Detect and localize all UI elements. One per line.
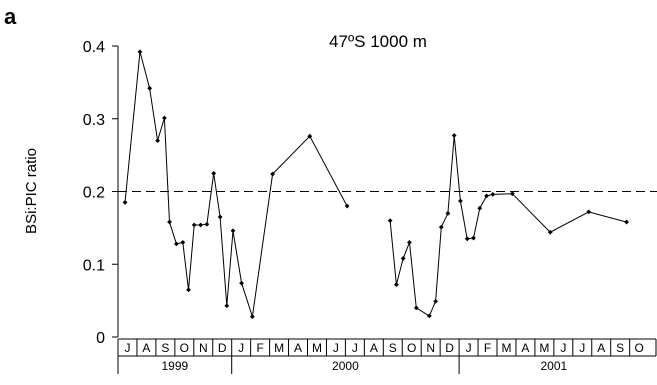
data-point (484, 193, 489, 199)
x-tick-label: A (294, 341, 302, 355)
data-point (490, 192, 496, 197)
y-tick-label: 0.4 (83, 39, 105, 56)
data-point (167, 219, 172, 225)
x-tick-label: J (333, 341, 339, 355)
x-tick-label: M (539, 341, 549, 355)
data-point (147, 85, 153, 91)
series-line (124, 51, 348, 317)
data-point (438, 224, 444, 230)
x-tick-label: S (161, 341, 169, 355)
data-point (464, 236, 470, 242)
x-tick-label: A (142, 341, 150, 355)
year-label: 1999 (161, 359, 188, 373)
data-point (477, 205, 483, 211)
x-tick-label: M (274, 341, 284, 355)
data-point (270, 171, 276, 177)
data-point (400, 256, 406, 261)
data-point (344, 203, 350, 209)
x-tick-label: O (180, 341, 189, 355)
x-tick-label: O (634, 341, 643, 355)
x-tick-label: O (407, 341, 416, 355)
x-tick-label: F (256, 341, 263, 355)
chart-title: 47ºS 1000 m (329, 32, 427, 51)
x-tick-label: N (199, 341, 208, 355)
year-label: 2001 (540, 359, 567, 373)
data-point (137, 49, 143, 55)
data-point (307, 133, 313, 139)
x-tick-label: F (484, 341, 491, 355)
data-point (393, 282, 399, 288)
x-tick-label: J (466, 341, 472, 355)
y-tick-label: 0.2 (83, 185, 105, 202)
y-tick-label: 0.3 (83, 112, 105, 129)
data-point (211, 170, 217, 176)
year-label: 2000 (332, 359, 359, 373)
series-line (389, 135, 627, 317)
x-tick-label: N (426, 341, 435, 355)
data-point (162, 115, 167, 121)
panel-label: a (4, 4, 17, 29)
x-tick-label: A (521, 341, 529, 355)
data-point (217, 214, 223, 220)
x-tick-label: J (352, 341, 358, 355)
data-point (407, 240, 412, 245)
data-point (624, 219, 630, 225)
data-point (186, 287, 191, 293)
data-point (239, 280, 244, 286)
data-point (451, 133, 457, 138)
data-point (249, 314, 255, 320)
x-tick-label: D (445, 341, 454, 355)
data-point (180, 240, 186, 245)
data-point (445, 210, 451, 216)
x-tick-label: J (124, 341, 130, 355)
data-point (413, 305, 419, 311)
x-tick-label: S (389, 341, 397, 355)
data-point (155, 138, 161, 143)
x-tick-label: S (616, 341, 624, 355)
x-tick-label: J (579, 341, 585, 355)
data-point (433, 298, 439, 304)
x-tick-label: J (560, 341, 566, 355)
data-point (586, 209, 592, 215)
axes: 0 0.1 0.2 0.3 0.4 (83, 39, 119, 347)
series-group (122, 49, 630, 320)
y-tick-label: 0 (96, 330, 105, 347)
x-tick-label: A (370, 341, 378, 355)
data-point (458, 198, 463, 204)
data-point (191, 222, 197, 228)
data-point (509, 191, 515, 197)
data-point (122, 200, 128, 205)
data-point (471, 235, 476, 241)
data-point (173, 241, 179, 247)
y-tick-label: 0.1 (83, 257, 105, 274)
data-point (230, 228, 236, 234)
data-point (204, 221, 210, 227)
x-tick-label: A (597, 341, 605, 355)
data-point (387, 218, 393, 223)
data-point (426, 313, 432, 319)
data-point (198, 222, 204, 228)
data-point (224, 303, 230, 309)
x-tick-label: M (312, 341, 322, 355)
y-axis-label: BSi:PIC ratio (23, 148, 40, 234)
x-tick-label: J (238, 341, 244, 355)
data-point (547, 229, 553, 235)
x-tick-label: D (218, 341, 227, 355)
x-tick-label: M (501, 341, 511, 355)
